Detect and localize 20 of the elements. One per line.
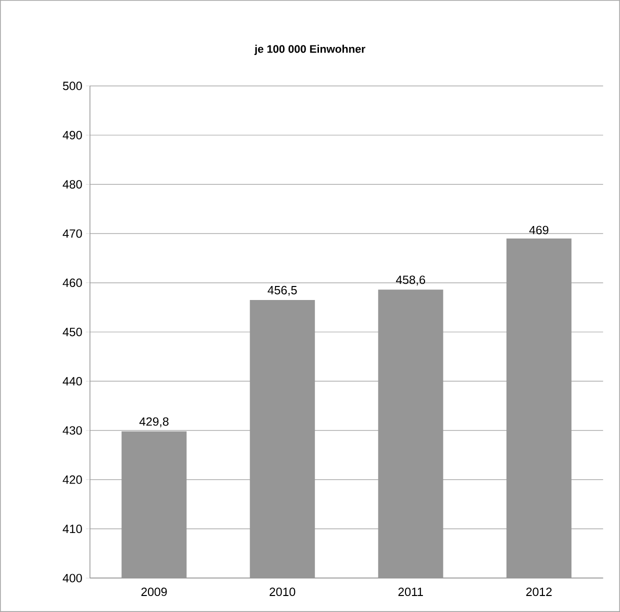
x-tick-label: 2010 — [270, 588, 296, 596]
y-tick-label: 400 — [62, 574, 82, 582]
y-tick-label: 500 — [62, 82, 82, 90]
data-label: 429,8 — [139, 417, 169, 428]
y-tick-label: 430 — [62, 426, 82, 435]
x-tick-label: 2012 — [526, 588, 552, 596]
y-tick-label: 490 — [62, 130, 82, 140]
x-tick-label: 2011 — [398, 588, 423, 596]
data-label: 469 — [529, 226, 548, 234]
chart-title: je 100 000 Einwohner — [254, 44, 366, 56]
y-tick-label: 420 — [62, 475, 82, 484]
x-tick-label: 2009 — [141, 588, 167, 596]
y-tick-label: 450 — [62, 328, 82, 336]
data-label: 456,5 — [268, 286, 297, 296]
y-tick-label: 460 — [62, 278, 82, 287]
y-tick-label: 440 — [62, 376, 82, 386]
y-tick-label: 410 — [62, 524, 82, 534]
y-tick-label: 470 — [62, 229, 82, 238]
data-label: 458,6 — [396, 276, 426, 286]
y-tick-label: 480 — [62, 180, 82, 189]
